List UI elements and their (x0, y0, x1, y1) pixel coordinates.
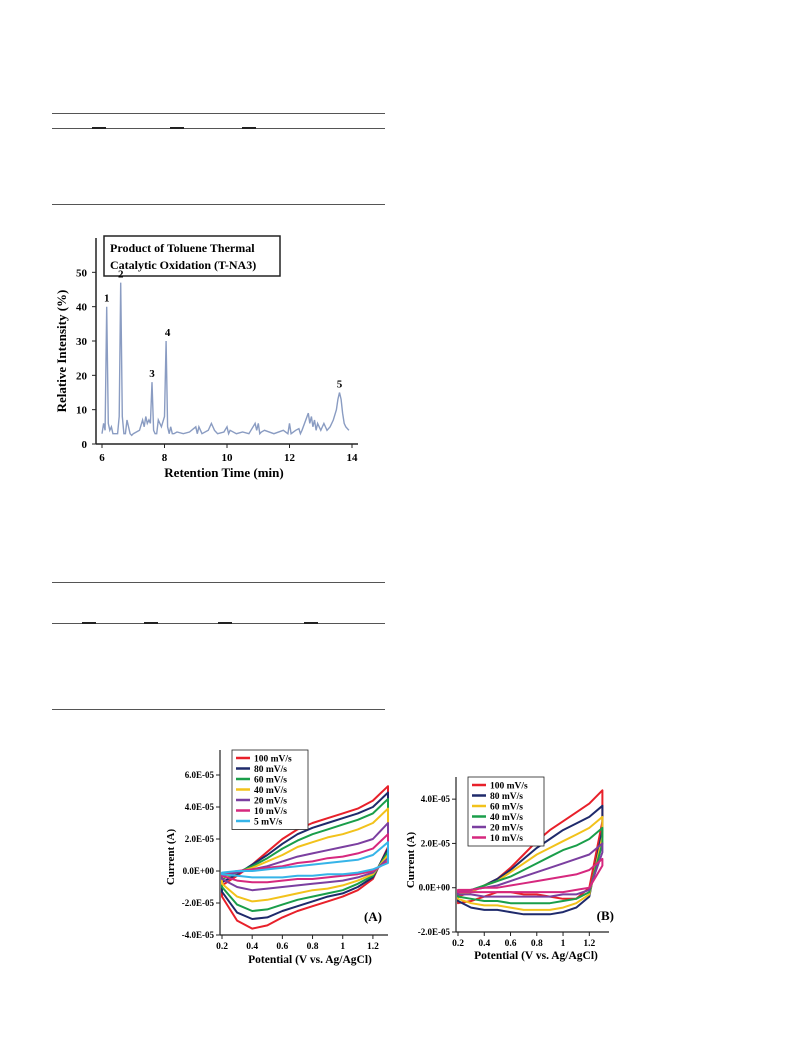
legend-label: 20 mV/s (490, 824, 523, 834)
y-tick-label: -4.0E-05 (182, 930, 215, 940)
y-tick-label: 0.0E+00 (183, 866, 215, 876)
table-rule-tick (218, 622, 232, 624)
x-tick-label: 0.8 (307, 942, 319, 952)
y-tick-label: 6.0E-05 (185, 770, 215, 780)
peak-label: 1 (104, 293, 110, 305)
chart-title-line-2: Catalytic Oxidation (T-NA3) (110, 258, 256, 272)
x-tick-label: 0.8 (531, 939, 543, 949)
legend-label: 60 mV/s (490, 803, 523, 813)
panel-label: (B) (597, 908, 614, 923)
x-tick-label: 10 (222, 452, 234, 464)
legend-label: 5 mV/s (254, 818, 283, 828)
legend-box (467, 776, 545, 847)
table-rule-tick (92, 127, 106, 129)
peak-label: 4 (165, 327, 171, 339)
cv-chart-a: Current (A) Potential (V vs. Ag/AgCl) (A… (165, 749, 389, 966)
legend-label: 60 mV/s (254, 776, 287, 786)
peak-label: 5 (337, 379, 343, 391)
cv-loop-10mVs (457, 857, 604, 894)
x-tick-label: 1 (340, 942, 345, 952)
y-tick-label: -2.0E-05 (182, 898, 215, 908)
x-tick-label: 0.6 (505, 939, 517, 949)
x-tick-label: 1 (561, 939, 566, 949)
panel-label: (A) (364, 909, 382, 924)
y-tick-label: 4.0E-05 (185, 802, 215, 812)
legend-label: 20 mV/s (254, 797, 287, 807)
table-rule-tick (304, 622, 318, 624)
x-tick-label: 0.4 (478, 939, 490, 949)
y-tick-label: 0.0E+00 (419, 883, 451, 893)
y-tick-label: 40 (76, 302, 88, 314)
table-rule (52, 582, 385, 583)
table-rule-tick (144, 622, 158, 624)
y-axis-label: Relative Intensity (%) (54, 290, 69, 413)
chromatogram-chart: Product of Toluene Thermal Catalytic Oxi… (54, 235, 359, 480)
y-tick-label: 50 (76, 267, 88, 279)
table-rule-tick (242, 127, 256, 129)
x-tick-label: 14 (347, 452, 359, 464)
x-axis-label: Potential (V vs. Ag/AgCl) (474, 950, 598, 962)
y-tick-label: -2.0E-05 (418, 927, 451, 937)
table-rule (52, 128, 385, 129)
legend-label: 80 mV/s (490, 792, 523, 802)
legend-label: 100 mV/s (254, 755, 292, 765)
x-tick-label: 0.2 (452, 939, 464, 949)
legend-label: 40 mV/s (254, 786, 287, 796)
legend-label: 80 mV/s (254, 765, 287, 775)
y-tick-label: 4.0E-05 (421, 794, 451, 804)
table-rule (52, 709, 385, 710)
x-tick-label: 1.2 (583, 939, 595, 949)
x-tick-label: 8 (162, 452, 168, 464)
chromatogram-line (101, 282, 350, 437)
peak-label: 3 (149, 368, 155, 380)
y-tick-label: 2.0E-05 (421, 838, 451, 848)
table-rule (52, 204, 385, 205)
x-tick-label: 1.2 (367, 942, 379, 952)
x-axis-label: Potential (V vs. Ag/AgCl) (248, 954, 372, 966)
chart-title-line-1: Product of Toluene Thermal (110, 241, 255, 255)
cv-loop-5mVs (221, 841, 389, 879)
table-rule (52, 113, 385, 114)
y-tick-label: 2.0E-05 (185, 834, 215, 844)
y-tick-label: 30 (76, 336, 88, 348)
x-tick-label: 12 (284, 452, 296, 464)
cv-chart-b: Current (A) Potential (V vs. Ag/AgCl) (B… (405, 776, 614, 962)
y-axis-label: Current (A) (405, 832, 417, 889)
table-rule-tick (170, 127, 184, 129)
peak-label: 2 (118, 269, 124, 281)
table-rule-tick (82, 622, 96, 624)
cv-loop-20mVs (457, 842, 604, 898)
x-tick-label: 6 (99, 452, 105, 464)
x-axis-label: Retention Time (min) (164, 465, 283, 480)
legend-label: 10 mV/s (490, 834, 523, 844)
y-axis-label: Current (A) (165, 829, 177, 886)
y-tick-label: 20 (76, 370, 88, 382)
x-tick-label: 0.2 (216, 942, 228, 952)
y-tick-label: 10 (76, 405, 88, 417)
legend-label: 100 mV/s (490, 782, 528, 792)
y-tick-label: 0 (82, 439, 88, 451)
legend-label: 40 mV/s (490, 813, 523, 823)
legend-label: 10 mV/s (254, 807, 287, 817)
chart-title-box (103, 235, 281, 277)
x-tick-label: 0.6 (276, 942, 288, 952)
x-tick-label: 0.4 (246, 942, 258, 952)
